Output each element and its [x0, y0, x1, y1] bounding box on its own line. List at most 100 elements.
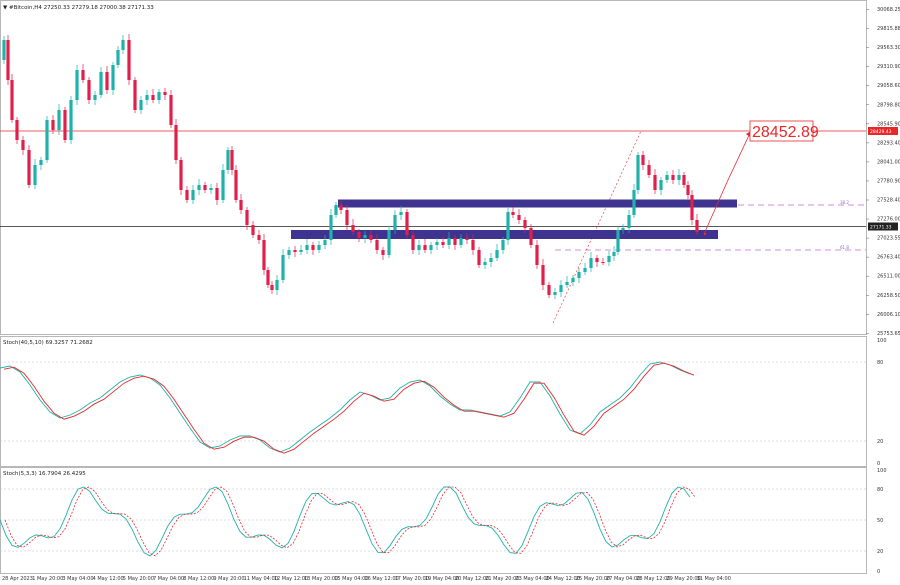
candle-body: [275, 280, 279, 290]
candle-body: [571, 278, 575, 282]
current-price-tag-text: 27171.33: [870, 225, 892, 231]
candle-body: [121, 40, 125, 50]
candle-body: [459, 238, 463, 245]
candle-body: [612, 252, 616, 256]
support-zone[interactable]: [291, 230, 718, 239]
candle-body: [583, 268, 587, 272]
target-arrow[interactable]: [703, 130, 752, 235]
candle-body: [601, 262, 605, 263]
candle-body: [174, 125, 178, 160]
candle-body: [565, 282, 569, 285]
candle-body: [523, 220, 527, 228]
candle-body: [221, 170, 225, 200]
candle-body: [506, 212, 510, 240]
time-axis: 28 Apr 2023 1 May 20:00 3 May 04:00 4 May 1…: [2, 576, 731, 582]
candle-body: [51, 120, 55, 130]
candle-body: [535, 245, 539, 265]
price-axis-label: 27780.90: [877, 178, 900, 184]
candle-body: [239, 200, 243, 210]
price-axis-label: 27528.40: [877, 198, 900, 204]
candle-body: [517, 215, 521, 220]
stoch-fast-panel[interactable]: Stoch(5,3,3) 16.7904 26.4295 100 80 50 2…: [0, 467, 887, 576]
fib-lower-label: 61.8: [840, 245, 849, 250]
time-axis-label: 16 May 12:00: [364, 576, 398, 582]
candle-body: [471, 240, 475, 250]
stoch-fast-level-100: 100: [877, 468, 887, 474]
candle-body: [423, 245, 427, 250]
candle-body: [127, 40, 131, 80]
time-axis-label: 23 May 04:00: [515, 576, 549, 582]
candlesticks: [2, 34, 699, 299]
candle-body: [435, 242, 439, 245]
price-axis-label: 27023.55: [877, 236, 900, 242]
price-axis: 30068.25 29815.88 29563.30 29310.90 29058.60…: [866, 7, 900, 337]
candle-body: [81, 70, 85, 80]
candle-body: [577, 272, 581, 278]
candle-body: [287, 250, 291, 255]
fib-upper-label: 38.2: [840, 200, 849, 205]
stoch-slow-level-80: 80: [877, 360, 883, 366]
price-axis-label: 26258.50: [877, 293, 900, 299]
stoch-fast-level-0: 0: [877, 569, 880, 575]
candle-body: [429, 245, 433, 250]
stoch-fast-signal-line: [4, 486, 696, 557]
price-axis-label: 29563.30: [877, 45, 900, 51]
time-axis-label: 15 May 04:00: [334, 576, 368, 582]
candle-body: [495, 250, 499, 258]
price-axis-label: 27276.00: [877, 217, 900, 223]
candle-body: [105, 72, 109, 90]
candle-body: [209, 188, 213, 190]
candle-body: [489, 258, 493, 262]
candle-body: [179, 160, 183, 190]
stoch-slow-signal-line: [3, 362, 695, 454]
candle-body: [411, 235, 415, 250]
candle-body: [369, 235, 373, 240]
candle-body: [553, 292, 557, 295]
candle-body: [270, 285, 274, 290]
fib-trend-line[interactable]: [552, 130, 642, 324]
candle-body: [93, 95, 97, 100]
candle-body: [653, 175, 657, 190]
stoch-fast-header: Stoch(5,3,3) 16.7904 26.4295: [3, 471, 86, 477]
candle-body: [151, 95, 155, 100]
candle-body: [541, 265, 545, 285]
candle-body: [334, 205, 338, 215]
candle-body: [33, 165, 37, 185]
candle-body: [234, 170, 238, 200]
candle-body: [477, 250, 481, 265]
candle-body: [417, 245, 421, 250]
candle-body: [215, 188, 219, 200]
candle-body: [627, 215, 631, 228]
time-axis-label: 3 May 04:00: [62, 576, 93, 582]
symbol-header: ▼ #Bitcoin,H4 27250.33 27279.18 27000.38…: [3, 5, 154, 11]
candle-body: [39, 160, 43, 165]
candle-body: [111, 65, 115, 90]
candle-body: [163, 92, 167, 95]
candle-body: [15, 120, 19, 140]
price-axis-label: 25753.65: [877, 331, 900, 337]
stoch-slow-panel[interactable]: Stoch(40,5,10) 69.3257 71.2682 100 80 20…: [0, 336, 887, 468]
price-panel[interactable]: ▼ #Bitcoin,H4 27250.33 27279.18 27000.38…: [0, 0, 900, 337]
candle-body: [465, 238, 469, 240]
candle-body: [529, 228, 533, 245]
candle-body: [329, 215, 333, 240]
candle-body: [299, 250, 303, 252]
candle-body: [559, 285, 563, 292]
target-label-box[interactable]: [749, 120, 814, 142]
price-axis-label: 28798.80: [877, 102, 900, 108]
candle-body: [351, 225, 355, 232]
current-price-tag: [868, 222, 898, 231]
price-axis-label: 28545.90: [877, 121, 900, 127]
price-axis-label: 30068.25: [877, 7, 900, 13]
resistance-zone[interactable]: [338, 199, 737, 208]
price-axis-label: 29815.88: [877, 26, 900, 32]
stoch-fast-level-80: 80: [877, 487, 883, 493]
candle-body: [393, 215, 397, 230]
stoch-fast-level-20: 20: [877, 549, 883, 555]
candle-body: [262, 240, 266, 270]
price-axis-label: 26763.40: [877, 255, 900, 261]
time-axis-label: 8 May 12:00: [183, 576, 214, 582]
candle-body: [145, 95, 149, 100]
time-axis-label: 24 May 12:00: [546, 576, 580, 582]
